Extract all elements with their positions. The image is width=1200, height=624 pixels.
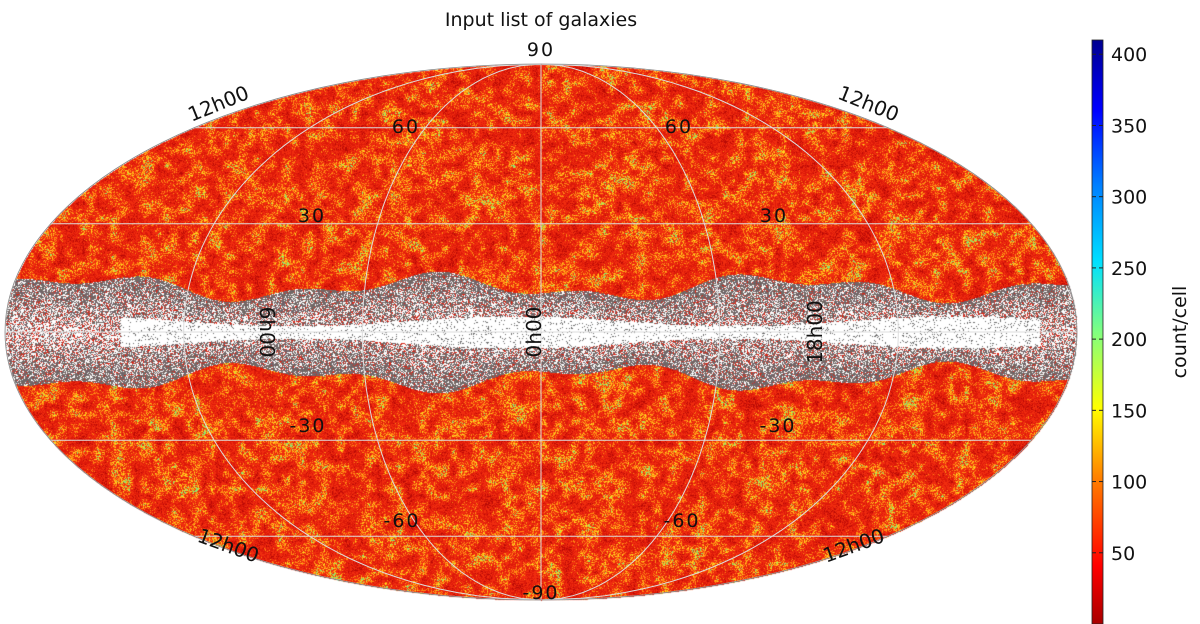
lat-label-90: 90 bbox=[527, 39, 555, 61]
meridian-line bbox=[540, 64, 899, 600]
colorbar-tick-label: 250 bbox=[1111, 258, 1147, 280]
colorbar: 50 100 150 200 250 300 350 400 count/cell bbox=[1091, 39, 1191, 624]
lat-label-minus90: -90 bbox=[522, 582, 559, 604]
meridian-line bbox=[540, 64, 721, 600]
lon-label-18h: 18h00 bbox=[803, 300, 827, 364]
map-outline bbox=[4, 63, 1078, 601]
colorbar-tick-label: 200 bbox=[1111, 329, 1147, 351]
lat-label-minus60-left: -60 bbox=[383, 510, 420, 532]
colorbar-tick-label: 50 bbox=[1111, 543, 1135, 565]
colorbar-tick-label: 350 bbox=[1111, 115, 1147, 137]
lon-label-12h-bottom-right: 12h00 bbox=[820, 523, 888, 567]
lat-label-60-right: 60 bbox=[665, 116, 693, 138]
lon-label-6h: 6h00 bbox=[255, 307, 279, 358]
meridian-line bbox=[361, 64, 542, 600]
latitude-labels: 90 60 60 30 30 -30 -30 -60 -60 -90 bbox=[289, 39, 796, 604]
lon-label-12h-bottom-left: 12h00 bbox=[194, 523, 262, 567]
colorbar-tick-label: 100 bbox=[1111, 472, 1147, 494]
lat-label-minus30-left: -30 bbox=[289, 415, 326, 437]
longitude-labels: 12h00 12h00 12h00 12h00 6h00 0h00 18h00 bbox=[184, 80, 902, 567]
colorbar-label: count/cell bbox=[1169, 286, 1191, 379]
lat-label-30-left: 30 bbox=[298, 205, 326, 227]
colorbar-tick-label: 400 bbox=[1111, 44, 1147, 66]
colorbar-tick-label: 300 bbox=[1111, 187, 1147, 209]
lat-label-30-right: 30 bbox=[760, 205, 788, 227]
colorbar-ticks: 50 100 150 200 250 300 350 400 bbox=[1092, 44, 1147, 565]
meridian-line bbox=[183, 64, 542, 600]
colorbar-gradient bbox=[1091, 39, 1104, 624]
colorbar-tick-label: 150 bbox=[1111, 400, 1147, 422]
lat-label-minus60-right: -60 bbox=[663, 510, 700, 532]
lon-label-12h-top-left: 12h00 bbox=[184, 80, 252, 126]
chart-title: Input list of galaxies bbox=[445, 9, 637, 31]
lon-label-0h: 0h00 bbox=[522, 307, 546, 358]
lat-label-60-left: 60 bbox=[392, 116, 420, 138]
lat-label-minus30-right: -30 bbox=[759, 415, 796, 437]
